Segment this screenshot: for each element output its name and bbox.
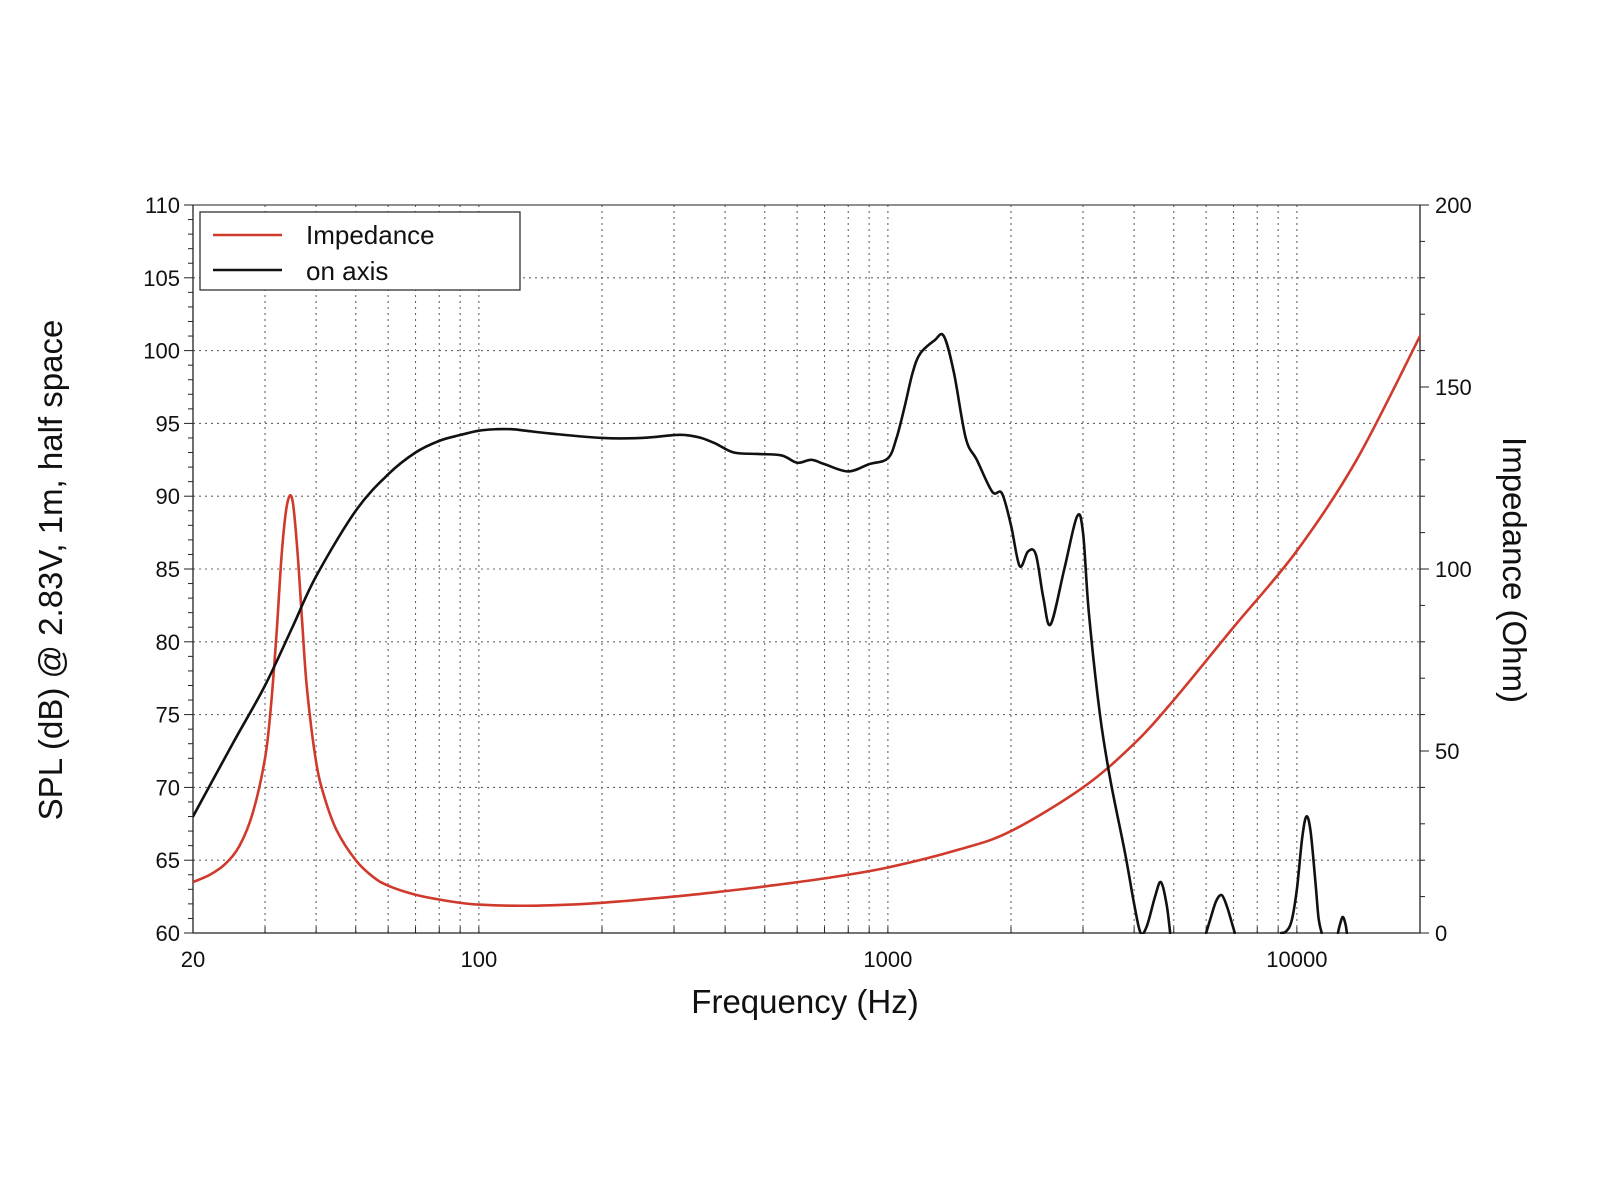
y-right-tick-label: 200 [1435,193,1472,218]
y-right-tick-label: 0 [1435,921,1447,946]
y-left-tick-label: 90 [156,484,180,509]
series-line-on-axis [193,332,1172,934]
tick-labels: 60 65 70 75 80 85 90 95 100 105 110 0 50 100 150 200 20 1… [143,193,1471,972]
y-left-tick-label: 70 [156,775,180,800]
x-tick-label: 20 [181,947,205,972]
legend-label-on-axis: on axis [306,256,388,286]
y-axis-right-title: Impedance (Ohm) [1496,437,1533,703]
legend-box [199,211,521,291]
series-line-on-axis-segment-1 [1204,893,1237,934]
x-tick-label: 10000 [1266,947,1327,972]
y-left-tick-label: 80 [156,630,180,655]
series-line-impedance [193,334,1420,908]
y-left-tick-label: 75 [156,703,180,728]
series-line-on-axis-segment-2 [1279,815,1323,934]
y-left-tick-label: 105 [143,266,180,291]
y-right-tick-label: 100 [1435,557,1472,582]
y-right-tick-label: 150 [1435,375,1472,400]
legend: Impedance on axis [199,211,521,291]
y-left-tick-label: 60 [156,921,180,946]
series-line-on-axis-segment-3 [1336,915,1349,934]
plot-area [193,332,1420,934]
y-left-tick-label: 110 [145,193,180,218]
y-left-tick-label: 95 [156,411,180,436]
x-axis-title: Frequency (Hz) [691,983,918,1020]
y-axis-left-title: SPL (dB) @ 2.83V, 1m, half space [32,320,69,821]
x-tick-label: 1000 [863,947,912,972]
y-left-tick-label: 100 [143,339,180,364]
x-tick-label: 100 [461,947,498,972]
y-left-tick-label: 85 [156,557,180,582]
y-left-tick-label: 65 [156,848,180,873]
legend-label-impedance: Impedance [306,220,435,250]
y-right-tick-label: 50 [1435,739,1459,764]
axes [184,204,1429,934]
